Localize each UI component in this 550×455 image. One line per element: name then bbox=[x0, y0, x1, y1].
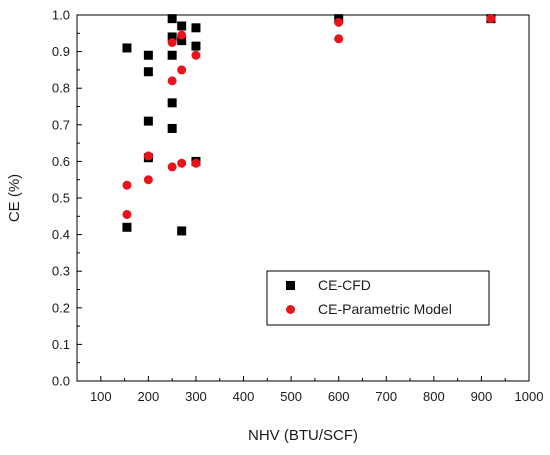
ce-cfd-point bbox=[177, 36, 187, 46]
ce-cfd-point bbox=[191, 41, 201, 51]
ce-parametric-point bbox=[122, 180, 132, 190]
x-tick-label: 300 bbox=[185, 389, 207, 404]
legend: CE-CFD CE-Parametric Model bbox=[266, 270, 490, 326]
y-tick-label: 0.6 bbox=[52, 154, 70, 169]
x-tick-label: 600 bbox=[328, 389, 350, 404]
legend-marker-ce-parametric bbox=[286, 305, 295, 314]
y-axis-ticks: 0.0 0.1 0.2 0.3 0.4 0.5 0.6 0.7 0.8 0.9 1.0 bbox=[52, 8, 82, 389]
data-points bbox=[122, 14, 496, 236]
y-tick-label: 0.0 bbox=[52, 374, 70, 389]
x-tick-label: 900 bbox=[471, 389, 493, 404]
legend-label-ce-parametric: CE-Parametric Model bbox=[318, 301, 452, 317]
y-tick-label: 0.5 bbox=[52, 191, 70, 206]
x-tick-label: 800 bbox=[423, 389, 445, 404]
ce-parametric-point bbox=[334, 17, 344, 27]
ce-cfd-point bbox=[167, 123, 177, 133]
ce-parametric-point bbox=[167, 162, 177, 172]
ce-cfd-point bbox=[167, 98, 177, 108]
ce-cfd-point bbox=[143, 116, 153, 126]
ce-parametric-point bbox=[167, 76, 177, 86]
ce-parametric-point bbox=[122, 209, 132, 219]
ce-cfd-point bbox=[167, 32, 177, 42]
ce-cfd-point bbox=[177, 226, 187, 236]
x-axis-title: NHV (BTU/SCF) bbox=[248, 427, 358, 444]
y-tick-label: 0.8 bbox=[52, 81, 70, 96]
ce-parametric-point bbox=[177, 65, 187, 75]
ce-parametric-point bbox=[486, 14, 496, 24]
ce-parametric-point bbox=[334, 34, 344, 44]
y-axis-title: CE (%) bbox=[6, 174, 23, 222]
ce-parametric-point bbox=[177, 30, 187, 40]
y-tick-label: 0.3 bbox=[52, 264, 70, 279]
x-tick-label: 100 bbox=[90, 389, 112, 404]
y-tick-label: 0.7 bbox=[52, 117, 70, 132]
y-tick-label: 0.4 bbox=[52, 227, 70, 242]
ce-cfd-point bbox=[167, 50, 177, 60]
ce-cfd-point bbox=[167, 14, 177, 24]
y-tick-label: 0.9 bbox=[52, 44, 70, 59]
x-tick-label: 500 bbox=[280, 389, 302, 404]
ce-parametric-point bbox=[191, 50, 201, 60]
ce-cfd-point bbox=[143, 67, 153, 77]
ce-cfd-point bbox=[191, 23, 201, 33]
ce-parametric-point bbox=[167, 37, 177, 47]
x-tick-label: 700 bbox=[375, 389, 397, 404]
legend-marker-ce-cfd bbox=[286, 281, 295, 290]
y-tick-label: 0.2 bbox=[52, 300, 70, 315]
x-axis-ticks: 100 200 300 400 500 600 700 800 900 1000 bbox=[76, 376, 544, 404]
y-tick-label: 1.0 bbox=[52, 8, 70, 23]
legend-label-ce-cfd: CE-CFD bbox=[318, 277, 371, 293]
x-tick-label: 200 bbox=[138, 389, 160, 404]
x-tick-label: 1000 bbox=[515, 389, 544, 404]
y-tick-label: 0.1 bbox=[52, 337, 70, 352]
ce-cfd-point bbox=[177, 21, 187, 31]
legend-box bbox=[266, 270, 490, 326]
ce-parametric-point bbox=[177, 158, 187, 168]
ce-cfd-point bbox=[122, 222, 132, 232]
ce-cfd-point bbox=[122, 43, 132, 53]
ce-parametric-point bbox=[143, 151, 153, 161]
ce-parametric-point bbox=[143, 175, 153, 185]
ce-cfd-point bbox=[143, 50, 153, 60]
x-tick-label: 400 bbox=[233, 389, 255, 404]
ce-parametric-point bbox=[191, 158, 201, 168]
